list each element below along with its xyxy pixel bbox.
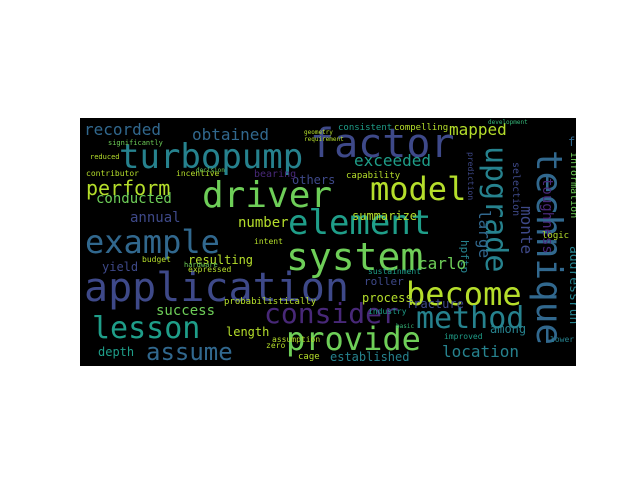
word: industry: [368, 307, 407, 316]
word: system: [286, 235, 424, 279]
word: exceeded: [354, 151, 432, 170]
word: addressrun: [566, 246, 576, 325]
word: probabilistically: [224, 297, 317, 307]
word: among: [490, 322, 527, 336]
word: consider: [264, 297, 399, 330]
word: process: [362, 291, 413, 305]
word: improved: [444, 332, 483, 341]
word-cloud: turbopump factor driver model element ex…: [80, 118, 576, 366]
word: established: [330, 350, 410, 364]
word: success: [156, 303, 216, 319]
word: assume: [146, 338, 233, 366]
word: requirement: [304, 136, 344, 143]
word: element: [288, 203, 432, 243]
word: consistent: [338, 123, 393, 133]
word: basic: [396, 323, 415, 330]
word: assumption: [272, 335, 321, 344]
word: conducted: [96, 191, 172, 207]
word: fuel: [568, 135, 576, 149]
word: large: [475, 210, 494, 259]
word: become: [406, 275, 522, 313]
word: factor: [310, 121, 455, 167]
word: length: [226, 325, 270, 339]
word: depth: [98, 345, 135, 359]
word: selection: [510, 162, 521, 217]
word: expressed: [188, 265, 232, 274]
word: driver: [202, 175, 333, 216]
word: location: [442, 342, 520, 361]
word: carlo: [418, 254, 467, 273]
word: capability: [346, 171, 401, 181]
word: logic: [542, 231, 570, 241]
word: information: [568, 152, 576, 219]
word: bearing: [254, 169, 297, 180]
word: method: [416, 301, 525, 336]
word: budget: [142, 255, 171, 264]
word: compelling: [394, 123, 449, 133]
word: application: [84, 265, 349, 311]
word: perform: [86, 176, 171, 200]
word: recorded: [84, 120, 162, 139]
word: zero: [266, 341, 286, 350]
word: reduced: [90, 153, 120, 161]
word: resulting: [188, 253, 254, 267]
word: decision: [196, 167, 225, 174]
word: hardware: [184, 261, 218, 269]
word: others: [292, 173, 336, 187]
word: development: [488, 119, 528, 126]
word: provide: [286, 320, 421, 358]
word: prediction: [466, 152, 475, 201]
word: roller: [364, 275, 404, 288]
word: incentive: [176, 169, 220, 178]
word: turbopump: [119, 137, 304, 177]
word: model: [370, 170, 467, 208]
word: geometry: [304, 129, 333, 136]
word: fracture: [406, 297, 464, 311]
word: sustainment: [368, 267, 421, 276]
word: annual: [130, 210, 181, 226]
word: lesson: [92, 311, 201, 346]
word: toughness: [539, 178, 555, 254]
word: intent: [254, 237, 283, 246]
word: cage: [298, 352, 320, 362]
word: obtained: [192, 125, 270, 144]
word: summarize: [352, 209, 418, 223]
word: yield: [102, 260, 139, 274]
word: contributor: [86, 169, 139, 178]
word: mapped: [449, 120, 507, 139]
word: significantly: [108, 139, 163, 147]
word: number: [238, 215, 289, 231]
word: lower: [550, 335, 575, 344]
word: example: [85, 223, 220, 261]
